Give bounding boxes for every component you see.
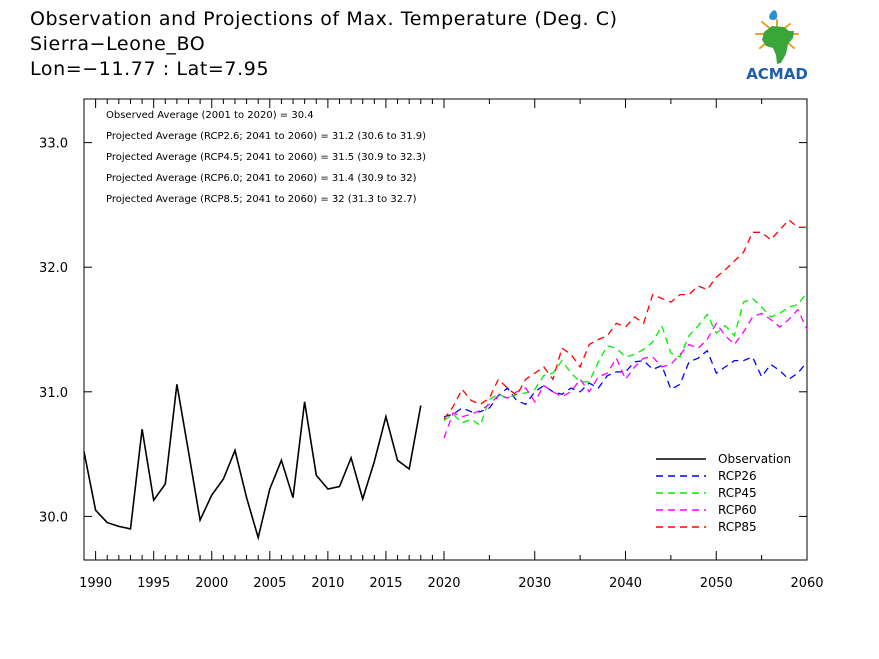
africa-logo-icon: ACMAD (746, 10, 808, 83)
x-tick-label: 2015 (369, 576, 402, 591)
legend-label: RCP26 (718, 469, 757, 483)
x-tick-label: 2060 (790, 576, 823, 591)
x-tick-label: 1995 (137, 576, 170, 591)
annotation-line: Observed Average (2001 to 2020) = 30.4 (106, 110, 314, 121)
annotation-line: Projected Average (RCP8.5; 2041 to 2060)… (106, 194, 417, 205)
annotations: Observed Average (2001 to 2020) = 30.4 Pr… (106, 110, 426, 205)
series-line-rcp85 (443, 219, 807, 420)
legend: Observation RCP26 RCP45 RCP60 RCP85 (656, 452, 791, 534)
annotation-line: Projected Average (RCP2.6; 2041 to 2060)… (106, 131, 426, 142)
y-tick-label: 30.0 (39, 510, 68, 525)
series-line-rcp45 (443, 291, 808, 427)
legend-label: RCP85 (718, 520, 757, 534)
y-tick-label: 33.0 (39, 137, 68, 152)
plot-frame (83, 98, 808, 561)
y-tick-labels: 30.0 31.0 32.0 33.0 (39, 137, 68, 526)
series-lines (83, 219, 808, 541)
x-tick-label: 2050 (700, 576, 733, 591)
annotation-line: Projected Average (RCP6.0; 2041 to 2060)… (106, 173, 417, 184)
series-line-observation (83, 384, 422, 541)
x-tick-label: 1990 (79, 576, 112, 591)
x-tick-label: 2030 (518, 576, 551, 591)
axis-ticks (83, 99, 808, 560)
chart-title: Observation and Projections of Max. Temp… (30, 8, 618, 30)
x-tick-label: 2005 (253, 576, 286, 591)
legend-label: Observation (718, 452, 791, 466)
acmad-logo-text: ACMAD (746, 65, 808, 83)
x-tick-label: 2020 (427, 576, 460, 591)
legend-label: RCP60 (718, 503, 757, 517)
region-label: Sierra−Leone_BO (30, 33, 206, 55)
acmad-logo: ACMAD (732, 8, 822, 86)
y-tick-label: 31.0 (39, 386, 68, 401)
x-tick-labels: 1990 1995 2000 2005 2010 2015 2020 2030 2040 2050… (79, 576, 823, 591)
x-tick-label: 2000 (195, 576, 228, 591)
annotation-line: Projected Average (RCP4.5; 2041 to 2060)… (106, 152, 426, 163)
series-line-rcp60 (443, 308, 808, 439)
legend-label: RCP45 (718, 486, 757, 500)
y-tick-label: 32.0 (39, 261, 68, 276)
location-label: Lon=−11.77 : Lat=7.95 (30, 58, 270, 80)
x-tick-label: 2040 (609, 576, 642, 591)
series-line-rcp26 (443, 349, 808, 418)
x-tick-label: 2010 (311, 576, 344, 591)
